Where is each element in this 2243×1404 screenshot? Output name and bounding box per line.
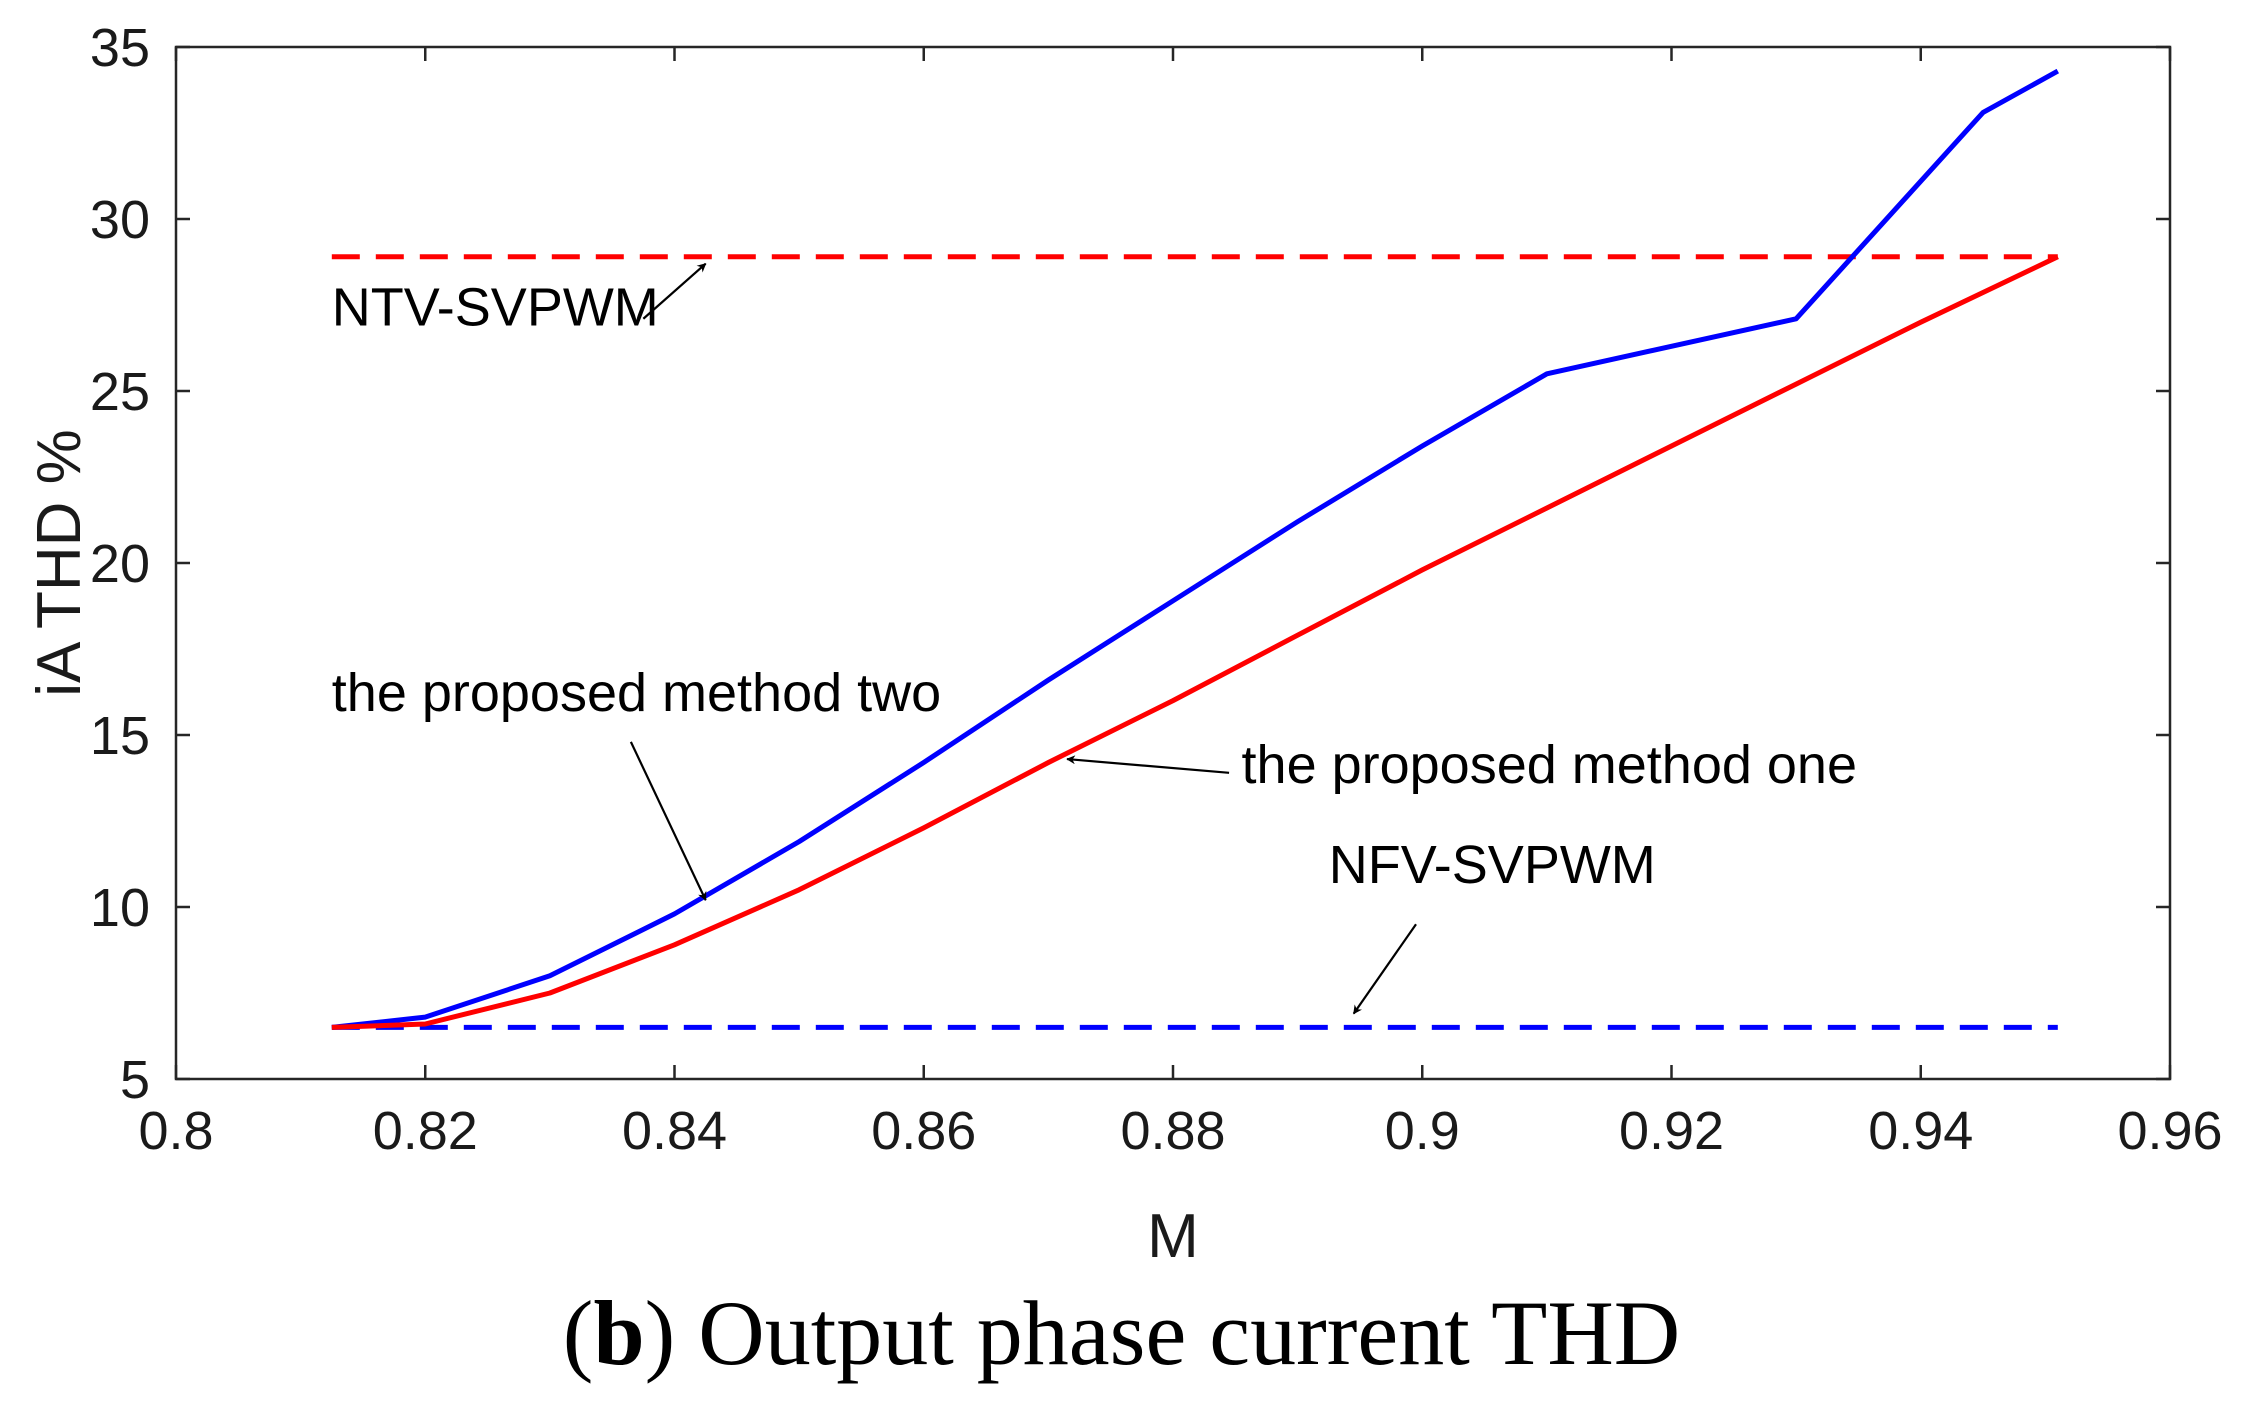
series-lines [331,68,2060,1030]
x-tick-label: 0.94 [1868,1101,1973,1161]
plot-frame [174,45,2172,1081]
x-tick-label: 0.82 [373,1101,478,1161]
annotation-the-proposed-method-one: the proposed method one [1242,735,1857,795]
axis-ticks: 0.8 0.82 0.84 0.86 0.88 0.9 0.92 0.94 0.96 5 10 15 2… [90,18,2223,1161]
x-tick-label: 0.8 [138,1101,213,1161]
y-tick-label: 35 [90,18,150,78]
y-tick-label: 25 [90,362,150,422]
caption-text: Output phase current THD [675,1282,1681,1384]
annotation-arrow-nfv-svpwm [1352,923,1417,1015]
annotation-arrow-ntv-svpwm [642,262,707,320]
y-tick-label: 30 [90,190,150,250]
figure-caption: (b) Output phase current THD [562,1282,1681,1384]
annotation-the-proposed-method-two: the proposed method two [332,663,941,723]
x-tick-label: 0.84 [622,1101,727,1161]
x-axis-label: M [1147,1202,1199,1271]
series-line-the-proposed-method-two [331,68,2060,1030]
annotation-nfv-svpwm: NFV-SVPWM [1329,835,1656,895]
annotation-arrow-the-proposed-method-two [629,741,707,901]
annotation-ntv-svpwm: NTV-SVPWM [332,278,659,338]
y-tick-label: 15 [90,706,150,766]
y-tick-label: 10 [90,878,150,938]
series-line-the-proposed-method-one [331,254,2059,1030]
y-axis-label: iA THD % [25,429,94,697]
annotation-arrow-the-proposed-method-one [1066,755,1230,774]
x-tick-label: 0.92 [1619,1101,1724,1161]
y-tick-label: 5 [120,1050,150,1110]
y-tick-label: 20 [90,534,150,594]
x-tick-label: 0.88 [1120,1101,1225,1161]
x-tick-label: 0.86 [871,1101,976,1161]
caption-label: b [593,1282,645,1384]
x-tick-label: 0.96 [2117,1101,2222,1161]
x-tick-label: 0.9 [1385,1101,1460,1161]
annotations: NTV-SVPWM the proposed method two the prop… [332,262,1857,1015]
